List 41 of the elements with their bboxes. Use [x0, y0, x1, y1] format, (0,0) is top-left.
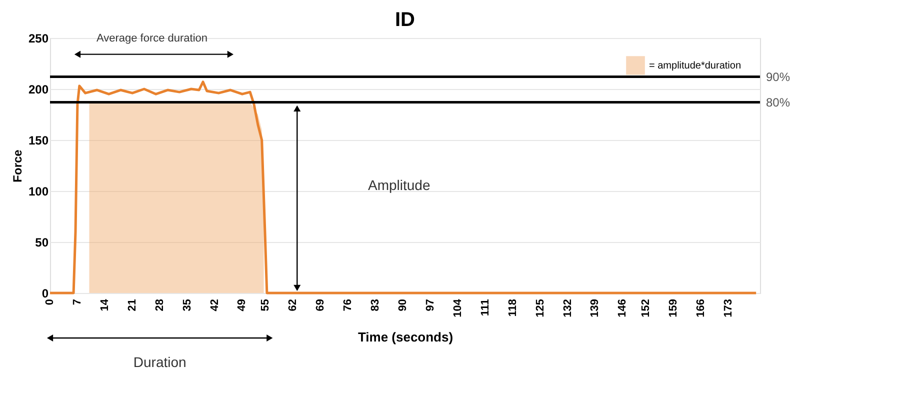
x-tick-label: 69: [314, 299, 327, 312]
text: Duration: [133, 354, 186, 370]
x-axis-title: Time (seconds): [358, 330, 454, 344]
chart-title: ID: [395, 9, 415, 31]
x-tick-label: 173: [722, 299, 735, 318]
x-tick-label: 90: [397, 299, 410, 312]
x-tick-label: 159: [668, 299, 680, 318]
y-tick-label: 100: [28, 184, 49, 198]
x-tick-label: 132: [562, 299, 574, 318]
y-axis-title: Force: [10, 149, 24, 182]
y-tick-label: 200: [28, 82, 49, 96]
x-tick-label: 55: [260, 299, 272, 312]
x-tick-label: 118: [506, 299, 519, 317]
x-tick-label: 104: [452, 298, 464, 318]
x-tick-label: 125: [534, 299, 546, 318]
x-tick-label: 7: [71, 299, 84, 306]
x-tick-label: 28: [154, 299, 166, 312]
x-tick-label: 0: [44, 299, 56, 306]
x-tick-label: 49: [236, 299, 248, 312]
x-tick-label: 83: [370, 299, 382, 312]
x-tick-label: 14: [98, 298, 111, 312]
y-tick-label: 250: [28, 32, 49, 46]
line-series: [48, 80, 758, 294]
x-tick-label: 139: [589, 299, 602, 318]
x-tick-label: 35: [181, 299, 194, 312]
annotation: Amplitude: [368, 176, 430, 193]
x-tick-label: 111: [479, 299, 492, 316]
x-tick-label: 146: [616, 299, 629, 318]
x-tick-label: 42: [208, 299, 221, 312]
text: 80%: [766, 95, 790, 110]
x-tick-label: 152: [640, 299, 652, 318]
text: 90%: [766, 70, 790, 84]
x-tick-label: 76: [342, 299, 354, 312]
x-tick-label: 97: [424, 299, 436, 312]
y-tick-label: 150: [28, 134, 49, 148]
y-tick-label: 50: [35, 236, 49, 250]
x-tick-label: 62: [287, 299, 300, 312]
x-tick-label: 21: [126, 299, 138, 312]
annotation: Average force duration: [96, 32, 208, 44]
x-tick-label: 166: [695, 299, 708, 318]
legend-label: = amplitude*duration: [649, 60, 742, 72]
